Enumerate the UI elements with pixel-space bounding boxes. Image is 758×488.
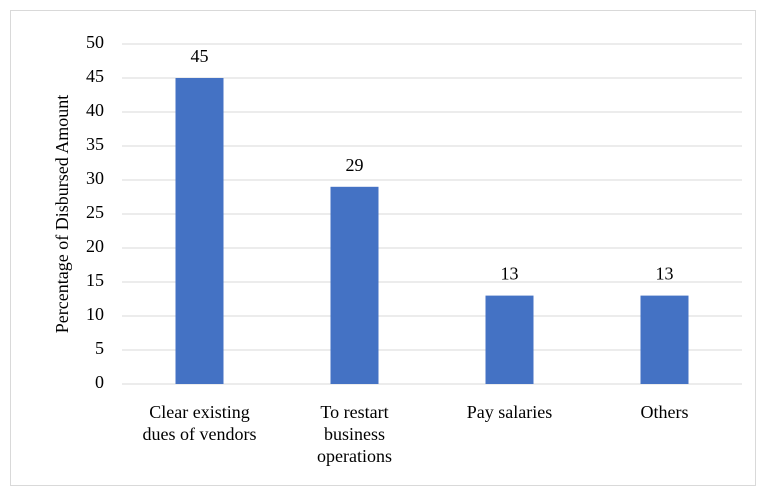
y-tick-label: 50 [86,32,104,52]
y-tick-label: 0 [95,372,104,392]
x-tick-label: Clear existing dues of vendors [142,402,257,444]
y-tick-label: 25 [86,202,104,222]
y-tick-label: 20 [86,236,104,256]
bar [330,186,379,384]
y-tick-label: 10 [86,304,104,324]
y-tick-label: 35 [86,134,104,154]
bar [640,295,689,384]
data-label: 13 [501,264,519,284]
x-tick-label: To restart business operations [317,402,392,466]
y-axis-title: Percentage of Disbursed Amount [52,95,72,333]
x-tick-label: Others [640,402,689,422]
bar [485,295,534,384]
y-tick-label: 5 [95,338,104,358]
data-label: 45 [191,46,209,66]
data-label: 29 [346,155,364,175]
x-tick-label: Pay salaries [466,402,553,422]
y-tick-label: 45 [86,66,104,86]
data-label: 13 [656,264,674,284]
y-tick-label: 15 [86,270,104,290]
y-tick-label: 30 [86,168,104,188]
y-tick-label: 40 [86,100,104,120]
bar [175,78,224,384]
